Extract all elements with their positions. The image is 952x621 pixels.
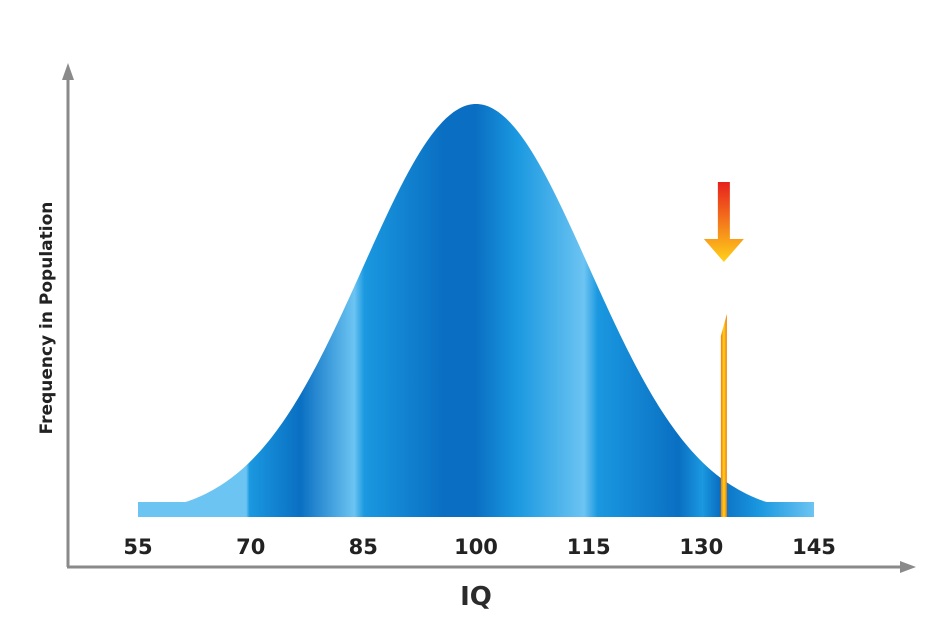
x-tick-label: 130 — [679, 535, 723, 559]
x-tick-label: 85 — [349, 535, 378, 559]
axes — [62, 63, 916, 573]
x-tick-label: 115 — [567, 535, 611, 559]
x-tick-label: 55 — [123, 535, 152, 559]
iq-marker — [703, 182, 744, 517]
y-axis-title: Frequency in Population — [37, 202, 57, 435]
x-tick-labels: 55 70 85 100 115 130 145 — [123, 535, 836, 559]
x-axis-title: IQ — [460, 582, 492, 612]
marker-arrow-icon — [703, 182, 744, 262]
marker-line — [720, 314, 727, 517]
x-tick-label: 70 — [236, 535, 265, 559]
y-axis-arrow-icon — [62, 63, 74, 80]
bell-curve-area — [138, 104, 814, 517]
x-axis-arrow-icon — [900, 561, 916, 573]
x-tick-label: 100 — [454, 535, 498, 559]
x-tick-label: 145 — [792, 535, 836, 559]
